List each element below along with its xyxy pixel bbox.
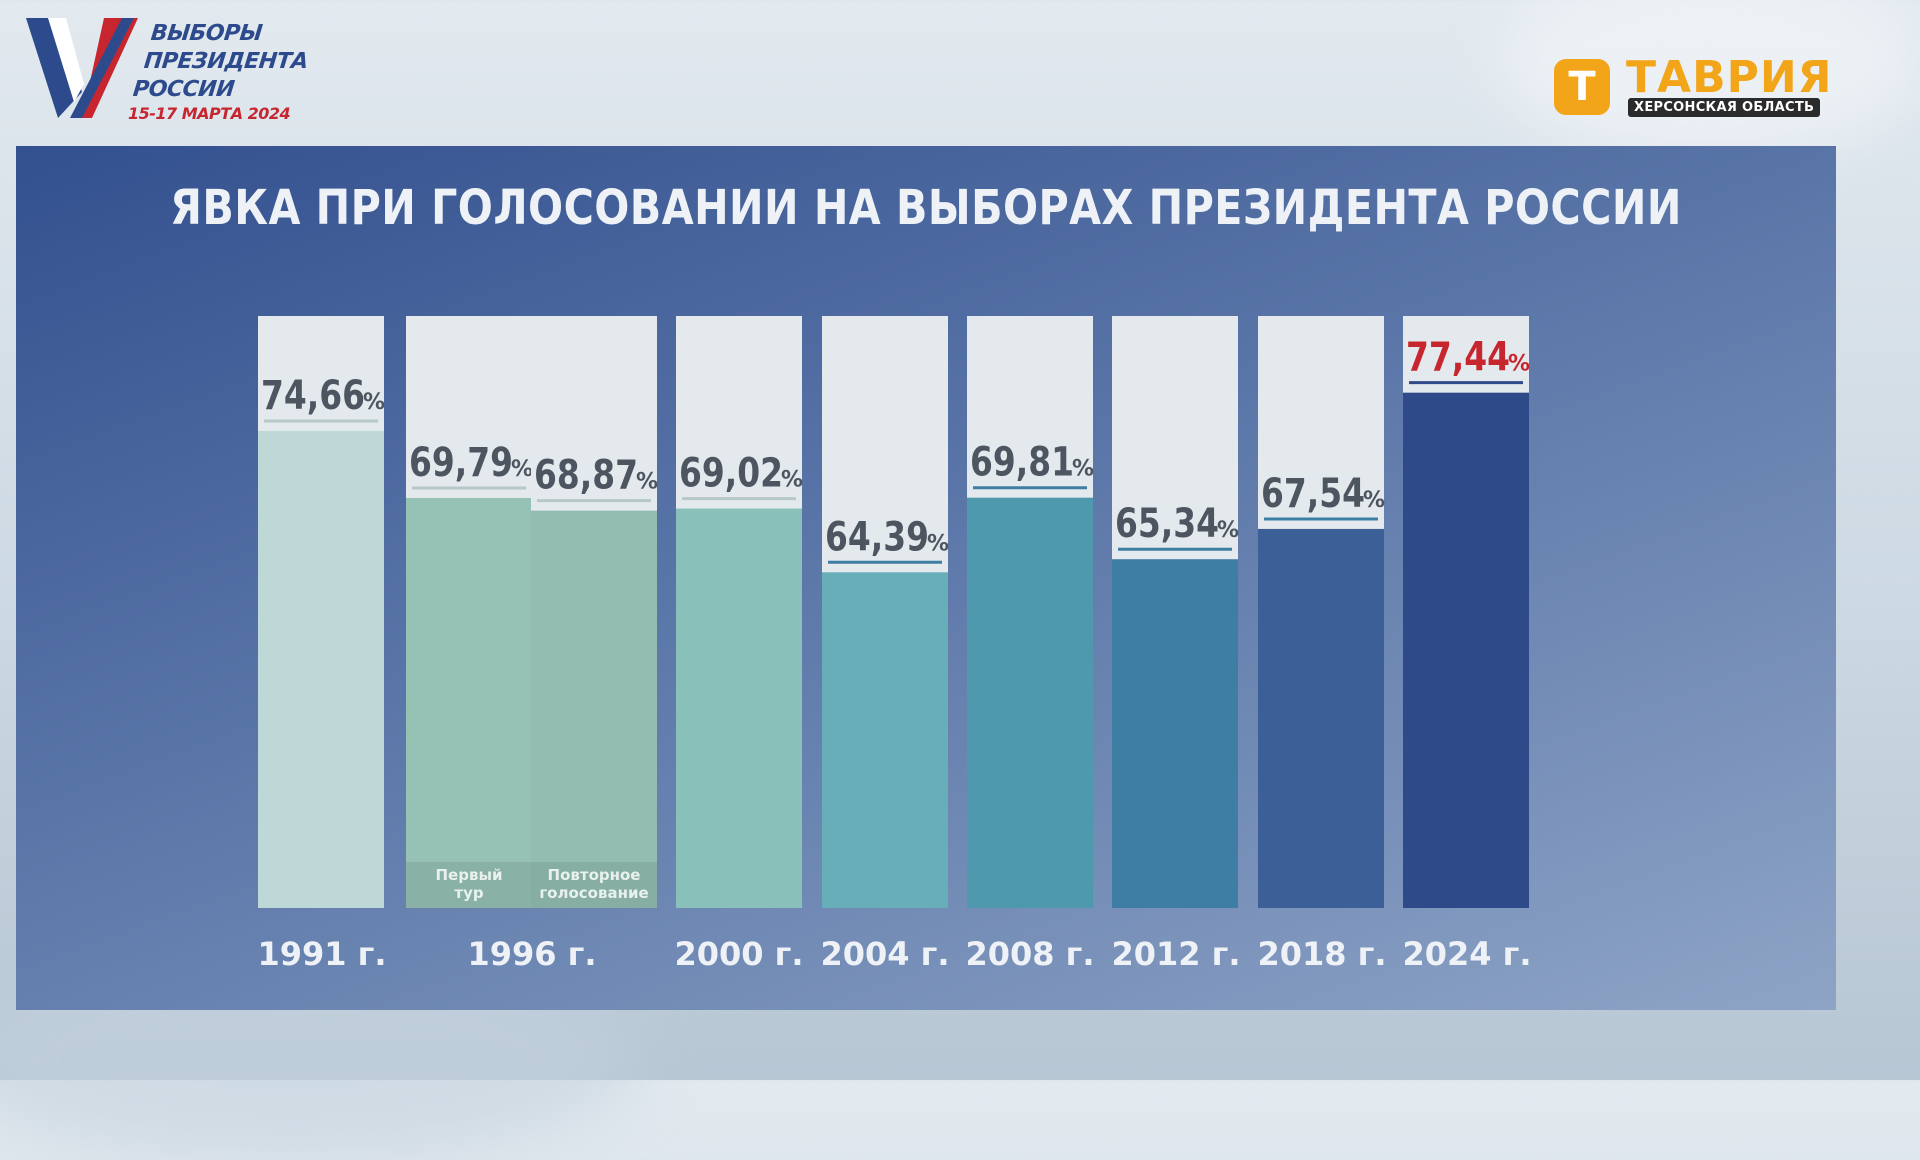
election-logo: ВЫБОРЫ ПРЕЗИДЕНТА РОССИИ 15-17 МАРТА 202… [22, 14, 322, 129]
bar-value-label: 69,81 [970, 440, 1074, 486]
bar-value-label: 69,79 [409, 440, 513, 486]
bar [1403, 392, 1529, 908]
bar [676, 508, 802, 908]
bar-value-label: 65,34 [1115, 501, 1219, 547]
chart-title: ЯВКА ПРИ ГОЛОСОВАНИИ НА ВЫБОРАХ ПРЕЗИДЕН… [170, 180, 1682, 236]
brand-t-icon: Т [1554, 59, 1610, 115]
percent-sign: % [636, 470, 658, 495]
checkmark-v-icon [26, 18, 138, 118]
bar-caption: Первый [435, 866, 502, 884]
bar [258, 430, 384, 908]
x-tick-label: 2012 г. [1111, 935, 1240, 973]
subbar-caption-bg [406, 862, 532, 908]
x-tick-label: 2004 г. [820, 935, 949, 973]
bar-value-label: 68,87 [534, 453, 638, 499]
bar-value-label: 77,44 [1406, 335, 1510, 381]
x-tick-label: 2000 г. [674, 935, 803, 973]
channel-brand: Т ТАВРИЯ ХЕРСОНСКАЯ ОБЛАСТЬ [1554, 52, 1832, 120]
bar [967, 497, 1093, 908]
bar-value-label: 67,54 [1261, 471, 1365, 517]
percent-sign: % [1072, 457, 1094, 482]
bar [531, 510, 657, 908]
bar [822, 572, 948, 908]
x-tick-label: 2018 г. [1257, 935, 1386, 973]
logo-date: 15-17 МАРТА 2024 [128, 104, 291, 123]
bar-caption: тур [454, 884, 483, 902]
brand-name: ТАВРИЯ [1626, 52, 1833, 103]
x-tick-label: 2008 г. [965, 935, 1094, 973]
percent-sign: % [1363, 488, 1385, 513]
percent-sign: % [363, 390, 385, 415]
percent-sign: % [1217, 518, 1239, 543]
turnout-bar-chart: 74,66%69,79%Первыйтур68,87%Повторноеголо… [257, 316, 1532, 973]
bar-caption: голосование [539, 884, 648, 902]
percent-sign: % [511, 457, 533, 482]
percent-sign: % [1508, 352, 1530, 377]
x-tick-label: 2024 г. [1402, 935, 1531, 973]
brand-subtitle: ХЕРСОНСКАЯ ОБЛАСТЬ [1628, 98, 1821, 117]
bar [406, 497, 532, 908]
bar [1258, 528, 1384, 908]
bar-value-label: 64,39 [825, 514, 929, 560]
subbar-caption-bg [531, 862, 657, 908]
percent-sign: % [781, 468, 803, 493]
bar-value-label: 69,02 [679, 451, 783, 497]
x-tick-label: 1991 г. [257, 935, 386, 973]
percent-sign: % [927, 531, 949, 556]
x-tick-label: 1996 г. [467, 935, 596, 973]
bar-caption: Повторное [548, 866, 641, 884]
bar [1112, 559, 1238, 908]
bar-value-label: 74,66 [261, 373, 365, 419]
